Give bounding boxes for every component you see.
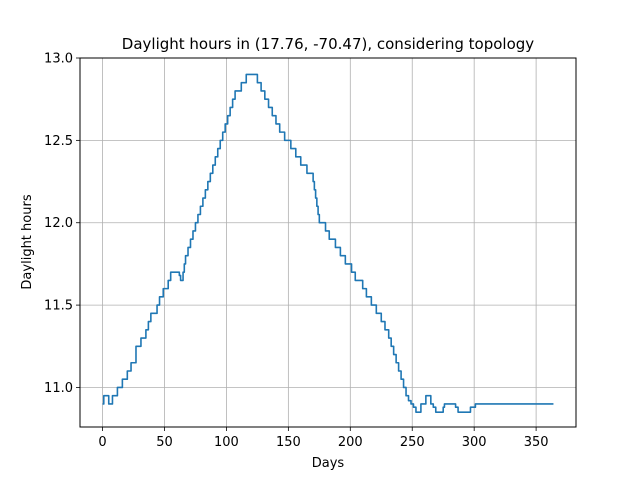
x-axis-ticks: 0 50 100 150 200 250 300 350 — [98, 427, 549, 450]
x-tick-label: 150 — [276, 435, 301, 450]
y-tick-label: 11.0 — [44, 381, 73, 396]
chart-title: Daylight hours in (17.76, -70.47), consi… — [122, 35, 535, 53]
y-tick-label: 13.0 — [44, 52, 73, 67]
y-tick-label: 12.0 — [44, 216, 73, 231]
x-tick-label: 50 — [156, 435, 173, 450]
y-axis-label: Daylight hours — [20, 194, 35, 289]
y-tick-label: 12.5 — [44, 134, 73, 149]
x-tick-label: 0 — [98, 435, 106, 450]
plot-frame — [79, 57, 577, 428]
y-tick-label: 11.5 — [44, 299, 73, 314]
series-line-group — [102, 73, 554, 413]
x-tick-label: 250 — [400, 435, 425, 450]
x-axis-label: Days — [312, 456, 345, 471]
grid — [80, 57, 576, 427]
y-axis-ticks: 11.0 11.5 12.0 12.5 13.0 — [44, 52, 80, 396]
x-tick-label: 200 — [338, 435, 363, 450]
x-tick-label: 100 — [214, 435, 239, 450]
x-tick-label: 300 — [462, 435, 487, 450]
daylight-series-line — [102, 73, 554, 413]
x-tick-label: 350 — [524, 435, 549, 450]
